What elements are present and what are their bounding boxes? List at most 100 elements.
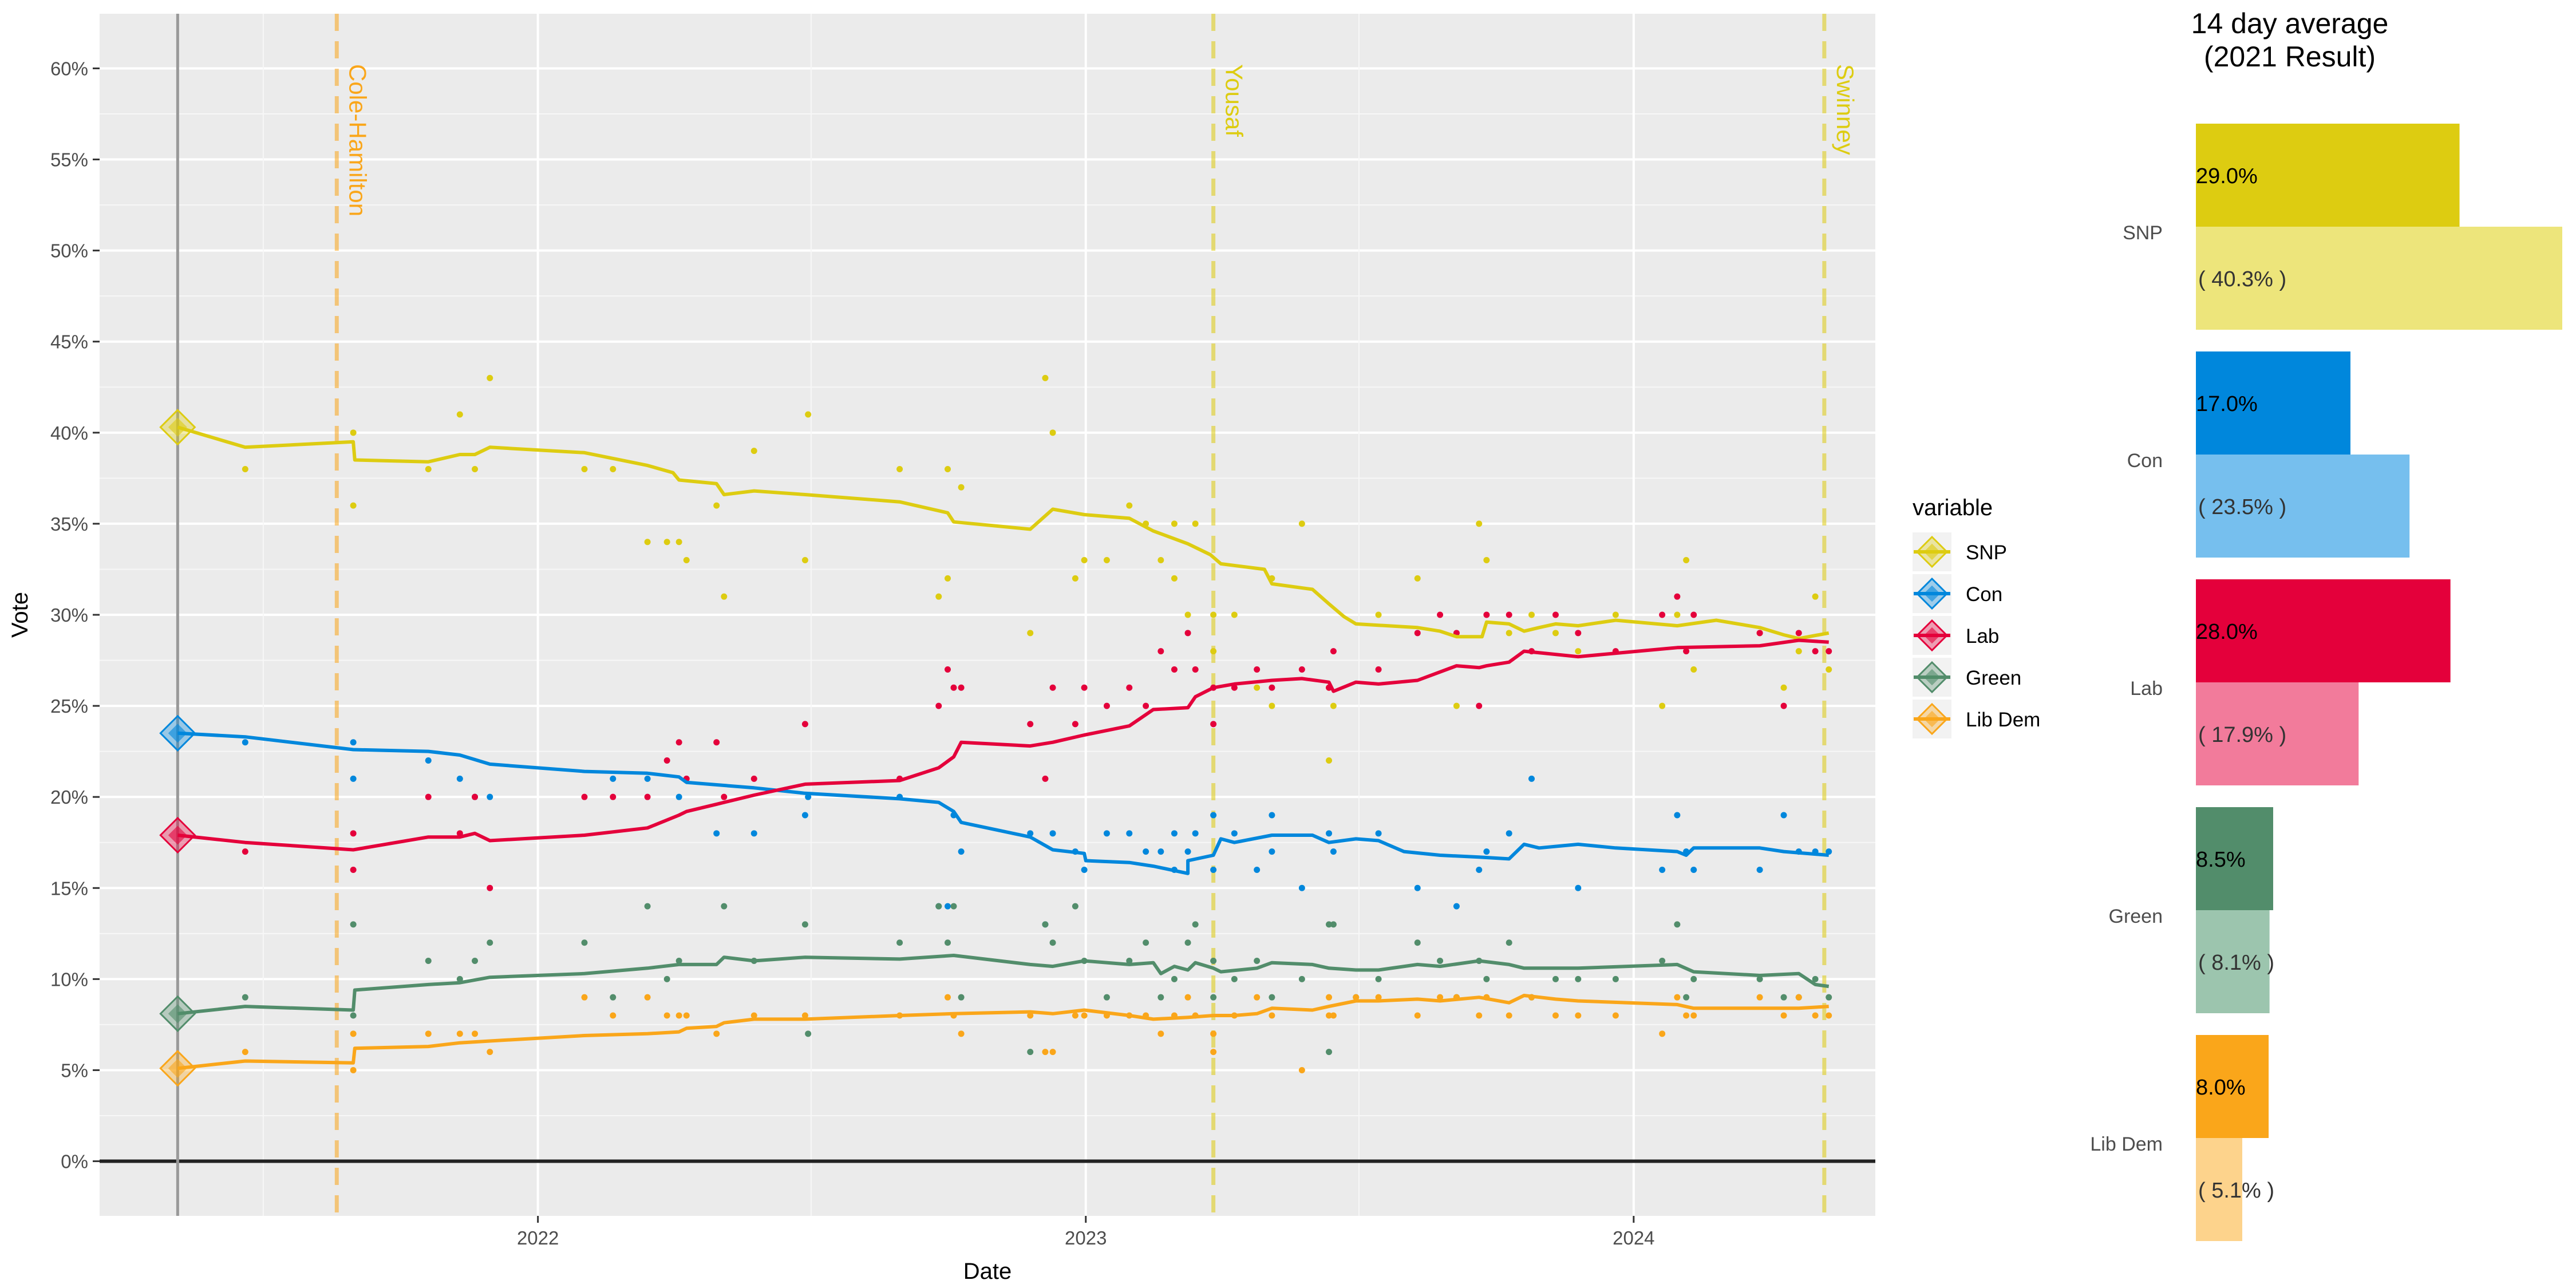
poll-point [1683, 1012, 1690, 1019]
poll-point [1674, 921, 1681, 928]
legend-title: variable [1913, 495, 1993, 520]
result-label: ( 17.9% ) [2198, 723, 2286, 747]
poll-point [805, 793, 812, 800]
poll-point [1690, 866, 1697, 873]
legend-label: SNP [1966, 542, 2007, 564]
poll-point [1528, 775, 1535, 782]
election-marker [159, 409, 196, 446]
poll-point [1103, 557, 1110, 564]
poll-point [1210, 1030, 1217, 1037]
legend-key-diamond [1915, 661, 1949, 694]
poll-point [1756, 975, 1763, 982]
election-marker [159, 1050, 196, 1087]
poll-point [487, 793, 493, 800]
poll-point [1081, 1012, 1088, 1019]
poll-point [581, 793, 588, 800]
poll-point [750, 775, 757, 782]
poll-point [1690, 975, 1697, 982]
poll-point [1210, 812, 1217, 819]
diamond-inner [1923, 710, 1941, 728]
poll-point [350, 775, 357, 782]
poll-point [1375, 975, 1382, 982]
bar-title-line: (2021 Result) [2204, 41, 2376, 73]
poll-point [472, 1030, 479, 1037]
x-tick-label: 2023 [1065, 1227, 1107, 1249]
diamond-inner [168, 417, 187, 437]
poll-point [1826, 1012, 1832, 1019]
poll-point [1780, 812, 1787, 819]
average-label: 28.0% [2196, 620, 2258, 644]
poll-point [1269, 812, 1275, 819]
poll-point [1575, 884, 1582, 891]
poll-point [1330, 848, 1337, 855]
diamond-inner [1923, 669, 1941, 686]
poll-point [1049, 830, 1056, 837]
poll-point [801, 557, 808, 564]
poll-point [1552, 630, 1559, 637]
poll-point [1674, 593, 1681, 600]
event-label: Swinney [1832, 64, 1859, 155]
poll-point [456, 775, 463, 782]
poll-point [1192, 666, 1199, 673]
poll-point [675, 539, 682, 546]
poll-point [1795, 630, 1802, 637]
x-axis-title: Date [963, 1259, 1012, 1284]
poll-point [1552, 975, 1559, 982]
poll-point [1231, 975, 1238, 982]
poll-point [1103, 994, 1110, 1001]
poll-point [1254, 684, 1261, 691]
y-tick-label: 60% [50, 58, 88, 79]
poll-point [487, 939, 493, 946]
legend-key-diamond [1915, 535, 1949, 568]
poll-point [1552, 611, 1559, 618]
average-bar [2196, 1035, 2269, 1138]
poll-point [1780, 684, 1787, 691]
poll-point [242, 848, 248, 855]
poll-point [1812, 1012, 1819, 1019]
poll-point [1812, 648, 1819, 655]
poll-point [750, 1012, 757, 1019]
poll-point [350, 1066, 357, 1073]
poll-point [958, 484, 965, 491]
poll-point [350, 830, 357, 837]
poll-point [1072, 903, 1078, 910]
legend: variable SNP Con Lab Green Lib Dem [1913, 495, 2040, 738]
poll-point [1353, 994, 1360, 1001]
poll-point [1171, 520, 1178, 527]
poll-point [1231, 611, 1238, 618]
poll-point [1049, 429, 1056, 436]
poll-point [1575, 975, 1582, 982]
trend-line [177, 994, 1829, 1070]
diamond-inner [168, 1058, 187, 1078]
poll-point [1192, 830, 1199, 837]
poll-point [1326, 994, 1333, 1001]
diamond-inner [168, 825, 187, 845]
poll-point [1812, 975, 1819, 982]
event-label: Cole-Hamilton [344, 64, 371, 216]
poll-point [896, 939, 903, 946]
trend-line [177, 954, 1830, 1016]
poll-point [713, 830, 720, 837]
poll-point [1027, 721, 1034, 728]
poll-point [350, 1030, 357, 1037]
poll-point [610, 994, 617, 1001]
bar-category-label: Lib Dem [2090, 1133, 2163, 1155]
trend-lines [177, 425, 1830, 1070]
poll-point [1171, 975, 1178, 982]
result-bar [2196, 910, 2270, 1013]
poll-point [1375, 994, 1382, 1001]
poll-point [950, 903, 957, 910]
line-chart: Cole-Hamilton Yousaf Swinney 0% 5% 10% 15% 20%… [7, 14, 1875, 1284]
poll-point [1414, 1012, 1421, 1019]
poll-point [675, 958, 682, 965]
poll-point [1192, 520, 1199, 527]
bar-group: Con 17.0% ( 23.5% ) [2127, 351, 2410, 558]
y-tick-label: 25% [50, 696, 88, 717]
legend-label: Lib Dem [1966, 709, 2040, 731]
legend-item: Con [1913, 574, 2002, 613]
poll-point [950, 684, 957, 691]
poll-point [1674, 812, 1681, 819]
poll-point [242, 465, 248, 472]
poll-point [801, 721, 808, 728]
poll-point [935, 903, 942, 910]
